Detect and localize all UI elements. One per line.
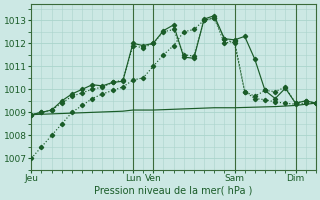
X-axis label: Pression niveau de la mer( hPa ): Pression niveau de la mer( hPa )	[94, 186, 253, 196]
